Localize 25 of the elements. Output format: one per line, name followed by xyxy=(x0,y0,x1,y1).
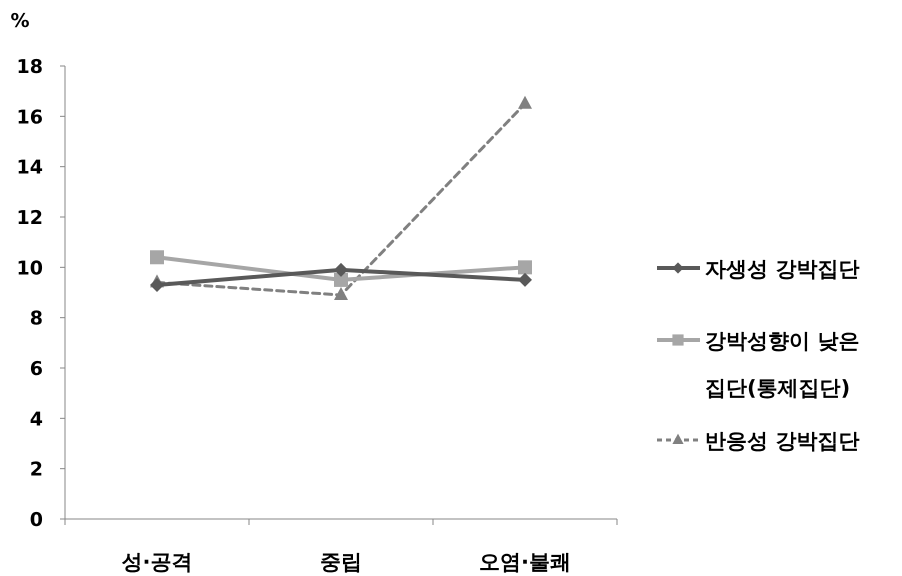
x-tick-label: 중립 xyxy=(320,550,362,574)
x-tick-label: 오염·불쾌 xyxy=(479,550,571,574)
y-tick-label: 10 xyxy=(16,257,43,280)
y-tick-label: 2 xyxy=(30,458,43,481)
y-tick-label: 8 xyxy=(30,308,43,330)
y-tick-label: 6 xyxy=(30,358,43,380)
legend-label: 반응성 강박집단 xyxy=(705,429,860,453)
y-tick-label: 18 xyxy=(16,56,43,78)
y-axis-title: % xyxy=(10,10,30,32)
point xyxy=(334,272,348,287)
y-tick-label: 16 xyxy=(16,106,43,128)
point xyxy=(150,278,164,292)
y-tick-label: 14 xyxy=(16,156,43,179)
x-tick-label: 성·공격 xyxy=(122,550,192,574)
point xyxy=(518,96,532,109)
point xyxy=(150,250,164,264)
y-tick-label: 0 xyxy=(30,509,43,531)
legend-label: 강박성향이 낮은 집단(통제집단) xyxy=(705,329,860,400)
point xyxy=(518,260,532,274)
point xyxy=(334,287,348,300)
y-tick-label: 12 xyxy=(16,207,43,229)
point xyxy=(518,272,532,287)
point xyxy=(334,262,348,277)
legend-label: 자생성 강박집단 xyxy=(705,257,860,281)
y-tick-label: 4 xyxy=(30,408,43,430)
